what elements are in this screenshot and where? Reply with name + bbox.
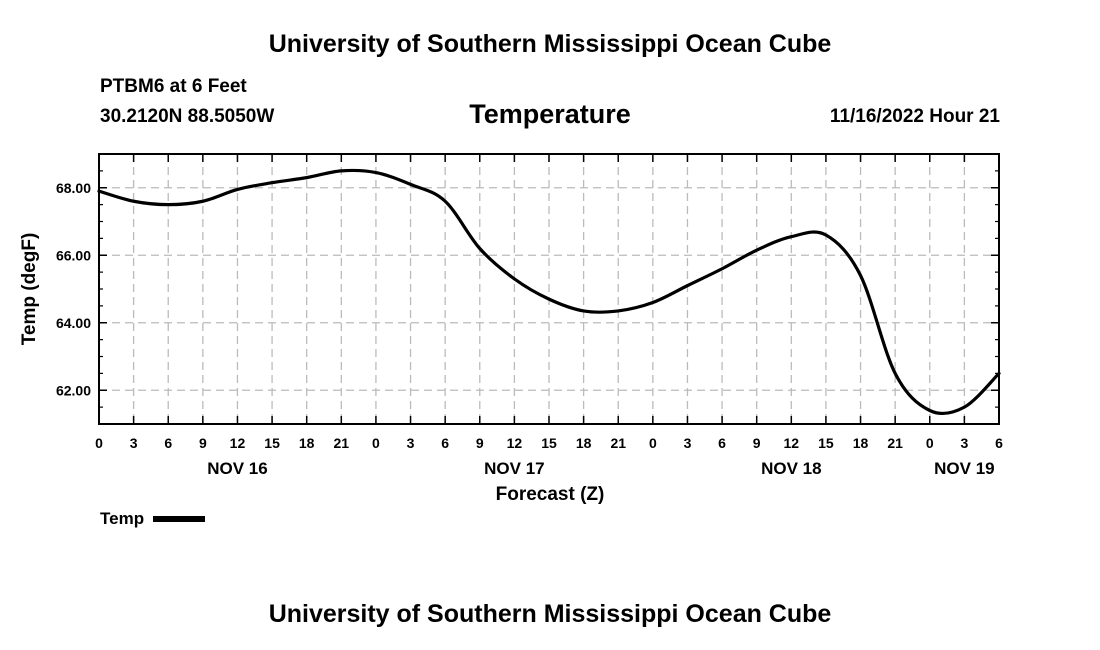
x-tick-label: 21 — [610, 435, 626, 451]
x-tick-label: 3 — [130, 435, 138, 451]
page-title: University of Southern Mississippi Ocean… — [268, 30, 832, 58]
x-tick-label: 18 — [853, 435, 869, 451]
station-coordinates: 30.2120N 88.5050W — [100, 106, 275, 127]
x-day-label: NOV 18 — [761, 459, 821, 478]
legend-label: Temp — [100, 509, 145, 528]
x-day-label: NOV 16 — [207, 459, 267, 478]
x-tick-label: 9 — [199, 435, 207, 451]
x-day-label: NOV 19 — [934, 459, 994, 478]
axis-tick-labels: 0 3 6 9 12 15 18 21 0 3 6 9 12 15 18 21 0 3 6 9 12 15 18 21 0 3 6N… — [56, 180, 1003, 478]
x-tick-label: 6 — [164, 435, 172, 451]
x-tick-label: 0 — [649, 435, 657, 451]
x-axis-label: Forecast (Z) — [496, 484, 605, 505]
x-tick-label: 3 — [684, 435, 692, 451]
x-tick-label: 21 — [887, 435, 903, 451]
axis-ticks — [98, 153, 1000, 425]
x-tick-label: 15 — [541, 435, 557, 451]
x-tick-label: 6 — [441, 435, 449, 451]
x-tick-label: 0 — [95, 435, 103, 451]
legend: Temp — [100, 509, 206, 529]
footer-title: University of Southern Mississippi Ocean… — [268, 600, 832, 628]
x-tick-label: 6 — [718, 435, 726, 451]
x-tick-label: 3 — [407, 435, 415, 451]
x-tick-label: 12 — [784, 435, 800, 451]
x-tick-label: 12 — [507, 435, 523, 451]
legend-swatch — [153, 516, 206, 522]
x-tick-label: 21 — [334, 435, 350, 451]
x-tick-label: 18 — [299, 435, 315, 451]
y-tick-label: 64.00 — [56, 315, 91, 331]
x-day-label: NOV 17 — [484, 459, 544, 478]
forecast-datetime: 11/16/2022 Hour 21 — [829, 106, 1000, 127]
y-tick-label: 68.00 — [56, 180, 91, 196]
x-tick-label: 0 — [372, 435, 380, 451]
x-tick-label: 9 — [476, 435, 484, 451]
x-tick-label: 15 — [264, 435, 280, 451]
chart-title: Temperature — [469, 99, 631, 129]
grid-lines — [99, 154, 999, 424]
x-tick-label: 3 — [960, 435, 968, 451]
x-tick-label: 15 — [818, 435, 834, 451]
x-tick-label: 9 — [753, 435, 761, 451]
y-axis-label: Temp (degF) — [19, 233, 40, 346]
series-line-temp — [97, 168, 1001, 416]
y-tick-label: 66.00 — [56, 247, 91, 263]
x-tick-label: 12 — [230, 435, 246, 451]
y-tick-label: 62.00 — [56, 382, 91, 398]
x-tick-label: 6 — [995, 435, 1003, 451]
x-tick-label: 18 — [576, 435, 592, 451]
x-tick-label: 0 — [926, 435, 934, 451]
station-name: PTBM6 at 6 Feet — [100, 76, 247, 97]
